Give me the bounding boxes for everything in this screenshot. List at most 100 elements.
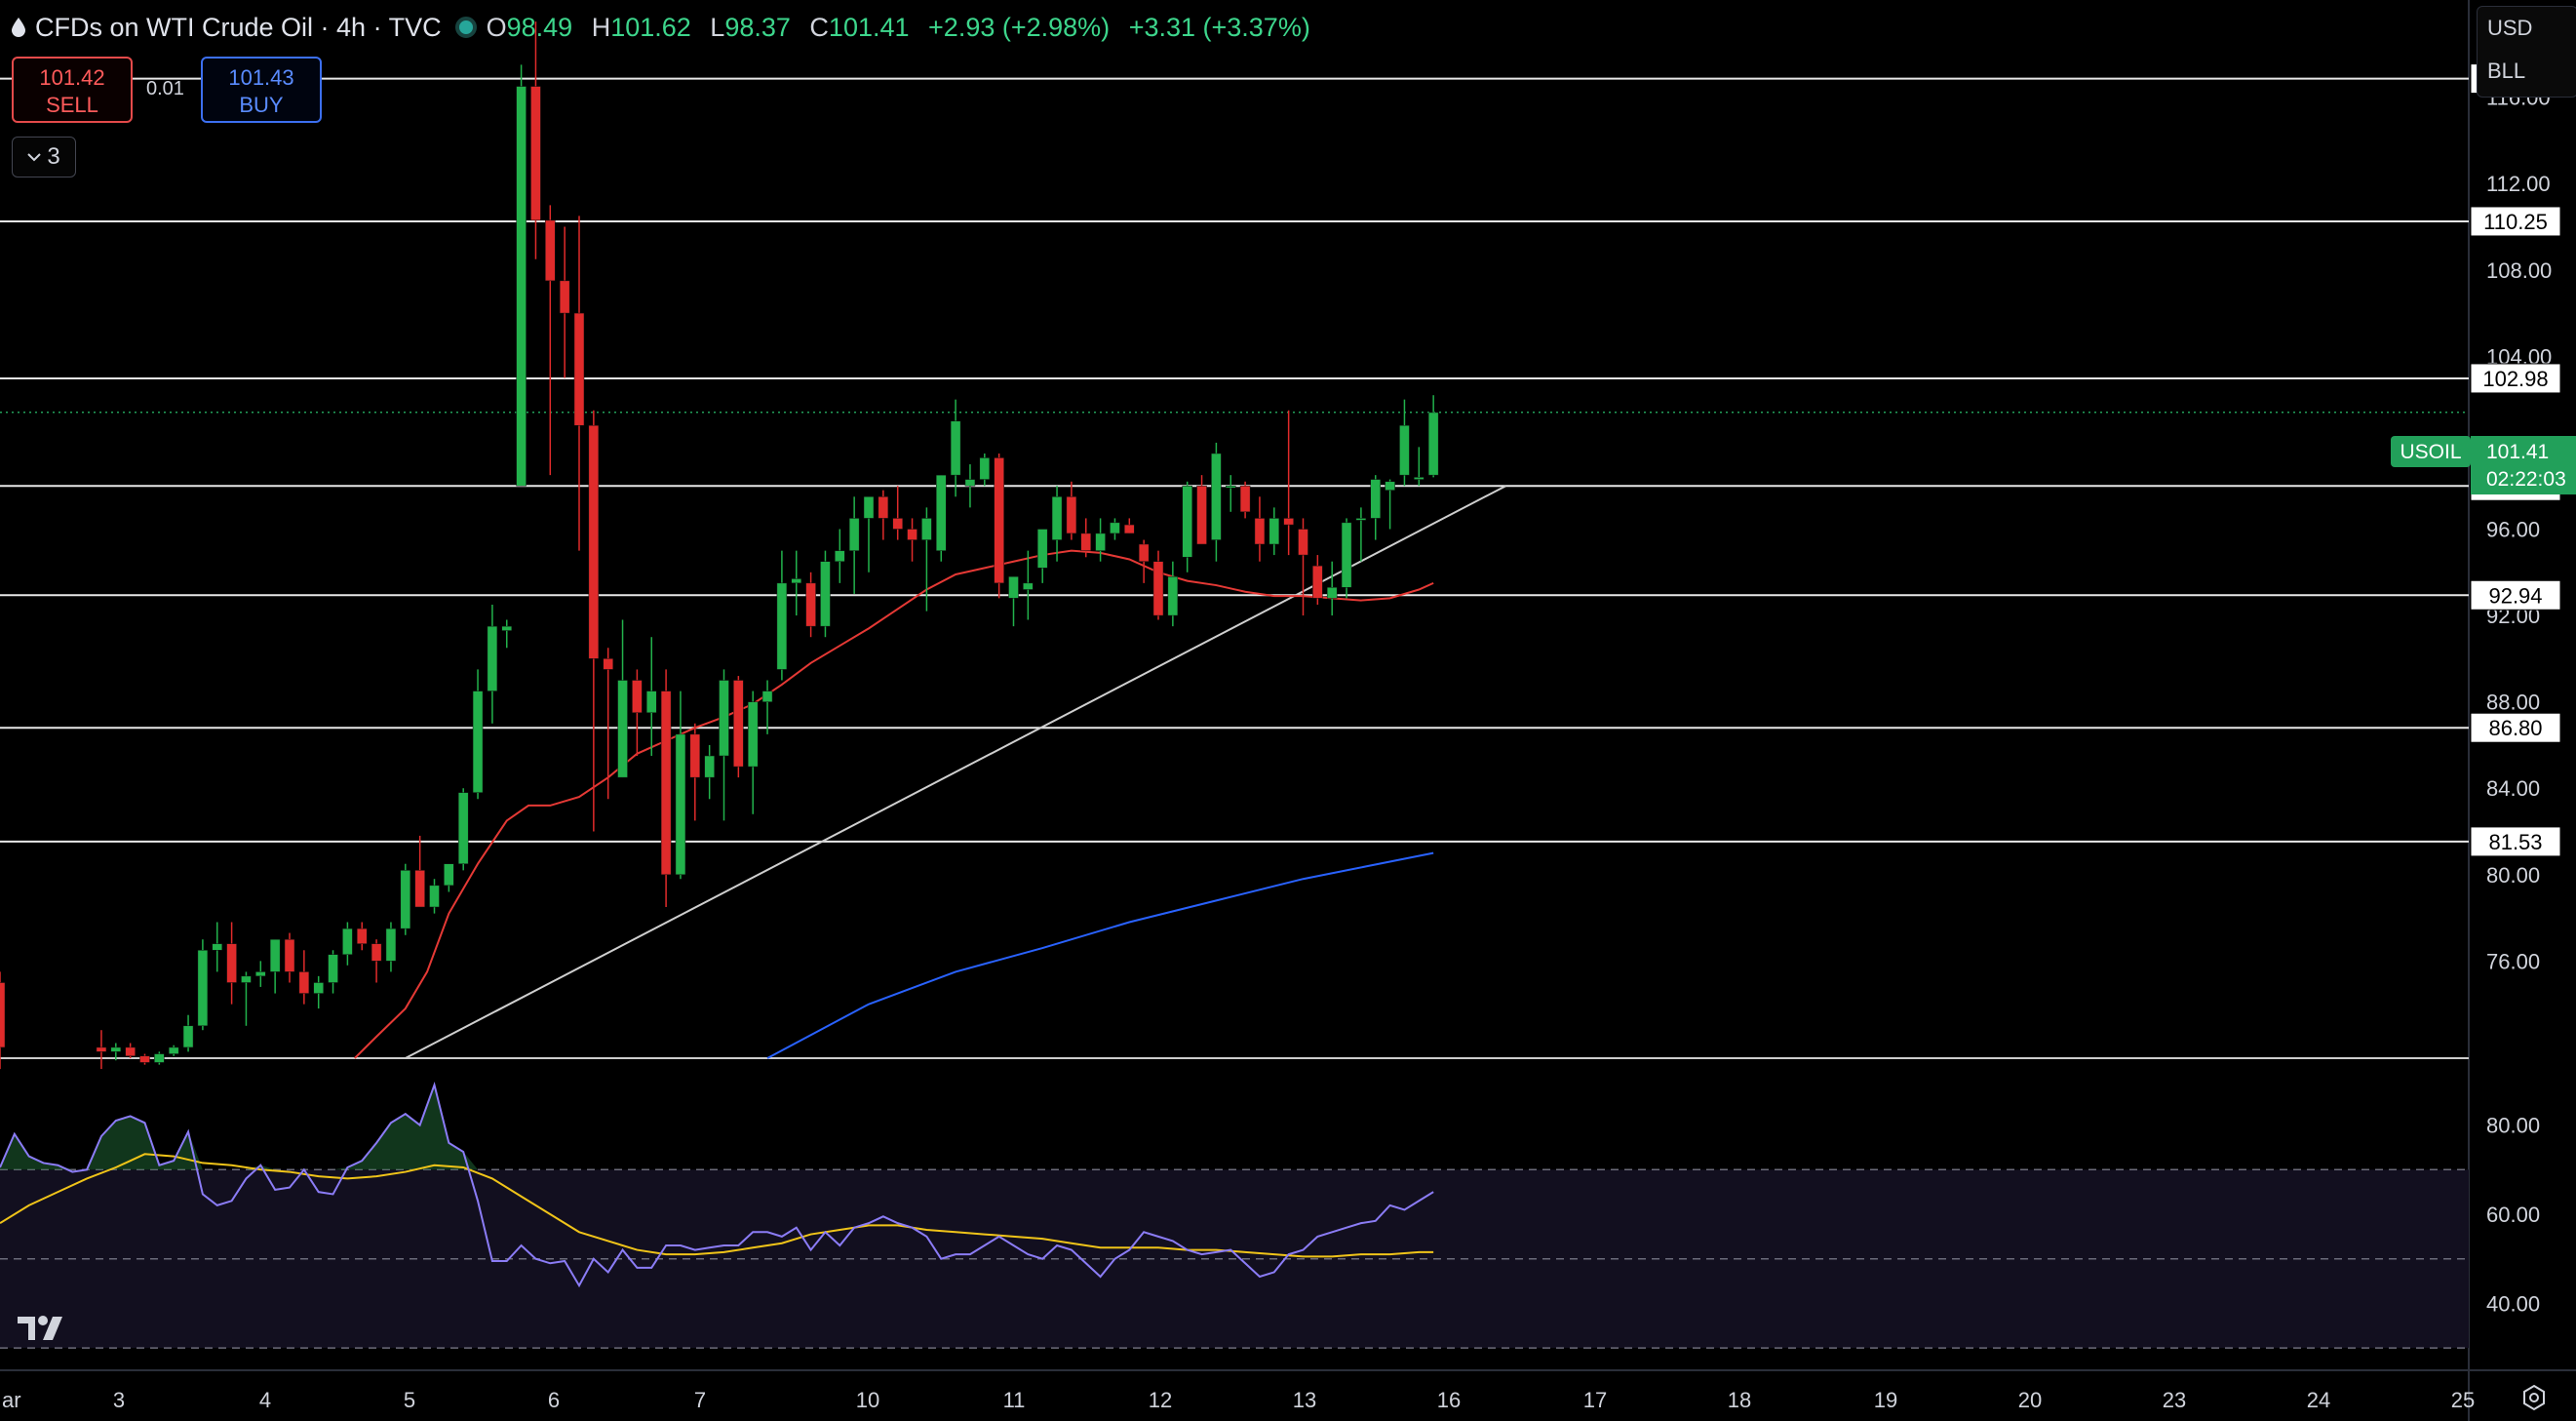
candle xyxy=(269,938,281,994)
candle xyxy=(907,518,917,562)
market-status-icon[interactable] xyxy=(454,17,477,38)
candle-body xyxy=(1036,529,1048,569)
candle-body xyxy=(1326,587,1338,599)
x-tick-label: 13 xyxy=(1293,1388,1316,1412)
y-tick-label: 108.00 xyxy=(2486,258,2552,283)
candle-body xyxy=(950,420,961,476)
candle-body xyxy=(733,680,744,768)
candle xyxy=(1239,481,1251,519)
candle-body xyxy=(719,680,729,757)
candle xyxy=(936,474,947,562)
candle-body xyxy=(328,954,338,983)
candle xyxy=(1023,550,1034,620)
symbol-title[interactable]: CFDs on WTI Crude Oil · 4h · TVC xyxy=(35,12,442,42)
x-tick-label: 20 xyxy=(2018,1388,2042,1412)
candle-body xyxy=(979,457,991,480)
candle xyxy=(1182,481,1192,572)
candle-body xyxy=(501,625,512,631)
chart-header: CFDs on WTI Crude Oil · 4h · TVC O98.49 … xyxy=(12,8,1322,47)
candle xyxy=(1196,475,1207,545)
candle-body xyxy=(1226,485,1236,489)
candle-body xyxy=(255,971,266,977)
sell-button[interactable]: 101.42 SELL xyxy=(12,57,133,123)
horizontal-levels[interactable] xyxy=(0,77,2469,843)
level-label: 102.98 xyxy=(2482,367,2548,391)
x-tick-label: 25 xyxy=(2451,1388,2475,1412)
x-tick-label: 11 xyxy=(1003,1388,1026,1412)
candle-body xyxy=(1110,522,1120,534)
candle xyxy=(776,550,788,681)
level-label: 81.53 xyxy=(2488,830,2542,854)
candle xyxy=(950,399,961,497)
candle-body xyxy=(689,733,701,778)
bar-countdown: 02:22:03 xyxy=(2486,468,2566,491)
candle xyxy=(284,932,295,983)
indicators-toggle-button[interactable]: 3 xyxy=(12,137,76,178)
candle xyxy=(139,1053,150,1065)
candle-body xyxy=(603,658,613,670)
gear-icon[interactable] xyxy=(2519,1383,2549,1412)
buy-button[interactable]: 101.43 BUY xyxy=(201,57,322,123)
candle xyxy=(182,1014,194,1052)
candle xyxy=(1124,518,1135,534)
candle xyxy=(501,619,512,649)
candle-body xyxy=(1414,477,1425,480)
candle-body xyxy=(1312,565,1323,599)
candle-body xyxy=(1268,518,1280,545)
candle-body xyxy=(226,943,237,983)
candle xyxy=(733,676,744,778)
candle-body xyxy=(1355,518,1367,521)
candle xyxy=(559,226,570,378)
candle xyxy=(472,669,484,800)
candle-body xyxy=(878,496,889,519)
candle xyxy=(848,496,860,594)
tradingview-logo-icon[interactable] xyxy=(18,1313,78,1344)
level-label-bg xyxy=(2470,712,2561,743)
x-tick-label: 4 xyxy=(259,1388,271,1412)
low-label: L xyxy=(710,12,725,42)
candle-body xyxy=(660,691,672,876)
candle xyxy=(689,723,701,821)
open-value: 98.49 xyxy=(506,12,573,42)
rsi-y-tick-label: 80.00 xyxy=(2486,1114,2540,1138)
rsi-y-tick-label: 40.00 xyxy=(2486,1291,2540,1316)
unit-select[interactable]: BLL xyxy=(2487,59,2526,83)
candle xyxy=(457,788,469,871)
candle xyxy=(1211,442,1222,562)
candle-body xyxy=(1399,424,1410,476)
candle-body xyxy=(1427,412,1439,476)
candle xyxy=(0,971,6,1070)
candle xyxy=(1385,479,1395,530)
candle xyxy=(1095,518,1106,562)
rsi-y-tick-label: 60.00 xyxy=(2486,1203,2540,1227)
candle xyxy=(1138,539,1150,583)
candle-body xyxy=(1080,533,1091,551)
candle xyxy=(979,454,991,487)
candle xyxy=(878,490,889,540)
candle-body xyxy=(487,625,498,691)
candle xyxy=(1427,395,1439,478)
high-value: 101.62 xyxy=(610,12,691,42)
candle xyxy=(1226,475,1236,512)
candle-body xyxy=(0,982,6,1048)
candle-body xyxy=(154,1053,165,1063)
candle-body xyxy=(1051,496,1063,540)
candle xyxy=(342,922,353,966)
low-value: 98.37 xyxy=(724,12,791,42)
candle xyxy=(964,464,976,508)
candle xyxy=(530,21,541,259)
x-tick-label: 16 xyxy=(1437,1388,1461,1412)
currency-unit-selector[interactable]: USD BLL xyxy=(2477,6,2576,98)
x-tick-label: 23 xyxy=(2163,1388,2186,1412)
candle-body xyxy=(1283,518,1294,526)
candle xyxy=(168,1045,179,1056)
candle-body xyxy=(414,870,425,908)
candle xyxy=(96,1030,107,1070)
candle-body xyxy=(559,280,570,314)
candle xyxy=(154,1051,165,1065)
currency-select[interactable]: USD xyxy=(2487,16,2533,40)
candle xyxy=(573,216,585,551)
candle-body xyxy=(848,518,860,551)
